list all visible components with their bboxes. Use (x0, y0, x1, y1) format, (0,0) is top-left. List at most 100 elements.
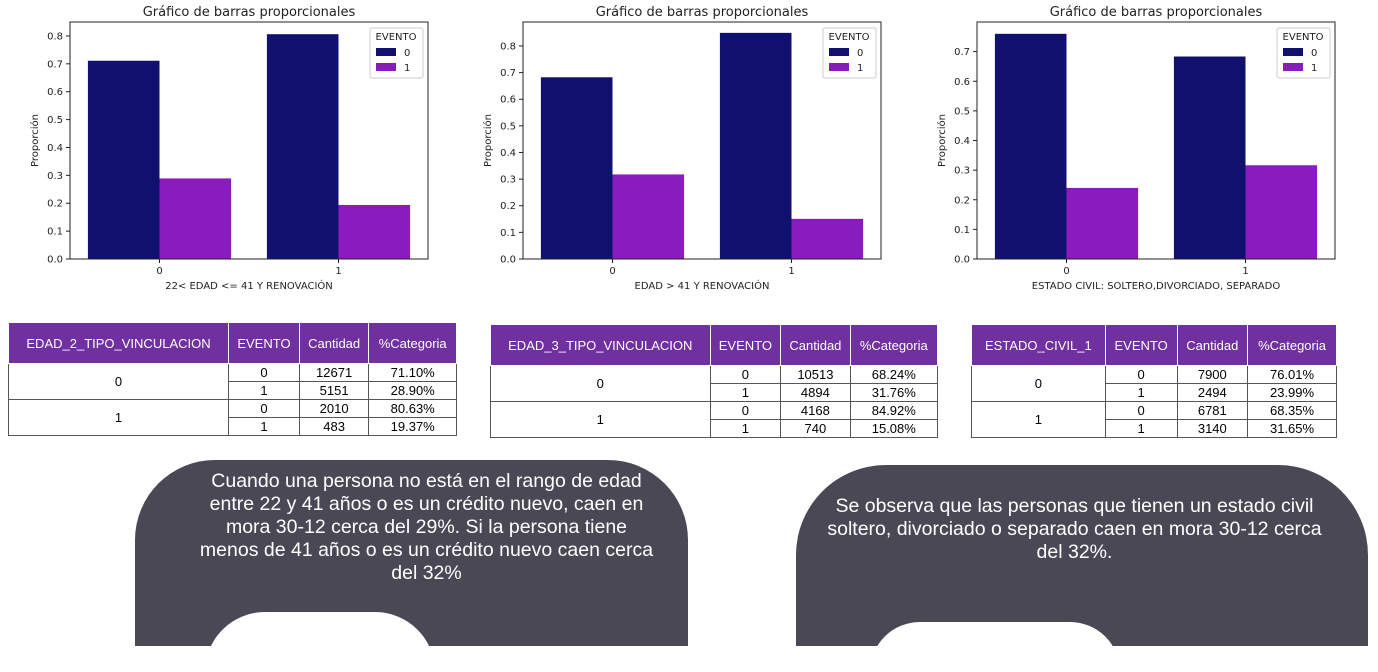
cantidad-cell: 4894 (780, 383, 851, 402)
chart-2-plot-frame (522, 21, 882, 260)
table-header-cell: ESTADO_CIVIL_1 (971, 324, 1106, 366)
cantidad-cell: 2010 (298, 399, 370, 418)
chart-1-x-tick-0: 0 (156, 266, 162, 277)
cantidad-cell: 12671 (298, 363, 370, 382)
table-header-cell: Cantidad (780, 324, 851, 366)
chart-1-y-tick-0.4: 0.4 (47, 143, 63, 154)
group-label-cell: 0 (971, 365, 1106, 402)
chart-1-legend-title: EVENTO (376, 32, 417, 43)
bubble-left-text: Cuando una persona no está en el rango d… (199, 470, 654, 584)
chart-2-legend-swatch-0 (829, 48, 849, 56)
chart-3-legend-label-1: 1 (1311, 63, 1317, 74)
chart-2-y-tick-0.8: 0.8 (500, 41, 516, 52)
table-row: 1 0 2010 80.63% (7, 399, 457, 436)
chart-1-legend-label-0: 0 (404, 48, 410, 59)
chart-1-bar-cat0-evento0 (87, 60, 160, 259)
chart-1-y-tick-0.8: 0.8 (47, 31, 63, 42)
chart-3-y-tick-0.6: 0.6 (954, 77, 970, 88)
cantidad-cell: 10513 (780, 365, 851, 384)
chart-3-legend-title: EVENTO (1283, 32, 1324, 43)
chart-1-y-tick-0.6: 0.6 (47, 87, 63, 98)
bubble-right-text: Se observa que las personas que tienen u… (827, 495, 1322, 563)
evento-cell: 1 (1104, 419, 1178, 438)
percent-cell: 68.35% (1247, 401, 1337, 420)
evento-cell: 0 (1104, 365, 1178, 384)
chart-2-x-tick-1: 1 (788, 266, 794, 277)
chart-3-svg: Gráfico de barras proporcionales 0 1 0.0 0.1… (936, 5, 1336, 292)
cantidad-cell: 6781 (1176, 401, 1249, 420)
chart-3-legend-swatch-1 (1283, 63, 1303, 71)
chart-3-x-axis-label: ESTADO CIVIL: SOLTERO,DIVORCIADO, SEPARA… (1032, 281, 1281, 292)
table-header-row: EDAD_3_TIPO_VINCULACION EVENTO Cantidad %Ca… (490, 324, 939, 366)
table-row: 1 740 15.08% (491, 419, 939, 438)
group-label-cell: 1 (490, 401, 711, 438)
table-1: EDAD_2_TIPO_VINCULACION EVENTO Cantidad %Ca… (7, 322, 457, 436)
evento-cell: 1 (709, 419, 782, 438)
chart-2-legend-label-1: 1 (857, 63, 863, 74)
chart-1-plot-frame (69, 21, 429, 260)
chart-3: Gráfico de barras proporcionales 0 1 0.0 0.1… (932, 0, 1362, 300)
chart-3-bar-cat0-evento1 (1066, 187, 1139, 259)
table-3: ESTADO_CIVIL_1 EVENTO Cantidad %Categoria 0 0… (971, 324, 1337, 438)
group-label-cell: 1 (7, 399, 230, 436)
chart-3-y-tick-0.2: 0.2 (954, 195, 970, 206)
chart-3-legend-swatch-0 (1283, 48, 1303, 56)
table-header-cell: EDAD_3_TIPO_VINCULACION (490, 324, 711, 366)
cantidad-cell: 2494 (1176, 383, 1249, 402)
chart-2-y-tick-0.1: 0.1 (500, 228, 516, 239)
table-row: 0 0 10513 68.24% (490, 365, 939, 402)
table-header-row: ESTADO_CIVIL_1 EVENTO Cantidad %Categoria (971, 324, 1337, 366)
percent-cell: 76.01% (1247, 365, 1337, 384)
bubble-right-notch (870, 622, 1120, 672)
table-2: EDAD_3_TIPO_VINCULACION EVENTO Cantidad %Ca… (490, 324, 939, 438)
chart-3-y-tick-0.3: 0.3 (954, 166, 970, 177)
chart-1-y-tick-0.3: 0.3 (47, 171, 63, 182)
chart-3-x-tick-1: 1 (1242, 266, 1248, 277)
cantidad-cell: 5151 (298, 381, 370, 400)
chart-2-y-tick-0.4: 0.4 (500, 148, 516, 159)
chart-2-y-tick-0.2: 0.2 (500, 201, 516, 212)
table-header-cell: EVENTO (228, 322, 300, 364)
chart-2-x-tick-0: 0 (609, 266, 615, 277)
chart-1-legend-swatch-1 (376, 63, 396, 71)
table-header-cell: EVENTO (709, 324, 782, 366)
table-header-cell: %Categoria (849, 324, 939, 366)
cantidad-cell: 483 (298, 417, 370, 436)
cantidad-cell: 3140 (1176, 419, 1249, 438)
evento-cell: 0 (228, 363, 300, 382)
table-row: 1 0 6781 68.35% (971, 401, 1337, 438)
table-header-cell: Cantidad (1176, 324, 1249, 366)
chart-1-y-tick-0.5: 0.5 (47, 115, 63, 126)
chart-2-title: Gráfico de barras proporcionales (596, 5, 809, 20)
chart-2-y-tick-0.5: 0.5 (500, 121, 516, 132)
chart-2: Gráfico de barras proporcionales 0 1 0.0 0.1… (478, 0, 908, 300)
evento-cell: 1 (709, 383, 782, 402)
chart-3-x-tick-0: 0 (1063, 266, 1069, 277)
chart-2-bar-cat0-evento1 (612, 174, 685, 259)
chart-3-bar-cat1-evento0 (1173, 56, 1246, 260)
chart-3-y-axis-label: Proporción (936, 114, 948, 167)
table-row: 0 0 7900 76.01% (971, 365, 1337, 402)
percent-cell: 31.76% (849, 383, 939, 402)
chart-3-bar-cat0-evento0 (994, 33, 1067, 259)
chart-3-title: Gráfico de barras proporcionales (1050, 5, 1263, 20)
cantidad-cell: 7900 (1176, 365, 1249, 384)
chart-2-y-tick-0.3: 0.3 (500, 175, 516, 186)
chart-2-x-axis-label: EDAD > 41 Y RENOVACIÓN (635, 279, 770, 292)
speech-bubble-left: Cuando una persona no está en el rango d… (135, 460, 688, 646)
chart-3-y-tick-0.5: 0.5 (954, 106, 970, 117)
chart-1-y-axis-label: Proporción (29, 114, 41, 167)
chart-2-legend-label-0: 0 (857, 48, 863, 59)
table-row: 0 0 12671 71.10% (7, 363, 457, 400)
table-row: 1 0 4168 84.92% (490, 401, 939, 438)
chart-1-bar-cat0-evento1 (159, 178, 232, 259)
table-header-cell: %Categoria (1247, 324, 1337, 366)
chart-1: Gráfico de barras proporcionales 0 1 0.0 0.1… (25, 0, 455, 300)
chart-2-svg: Gráfico de barras proporcionales 0 1 0.0 0.1… (482, 5, 882, 292)
percent-cell: 71.10% (368, 363, 457, 382)
table-header-cell: EVENTO (1104, 324, 1178, 366)
group-label-cell: 1 (971, 401, 1106, 438)
percent-cell: 80.63% (368, 399, 457, 418)
chart-1-svg: Gráfico de barras proporcionales 0 1 0.0 0.1… (29, 5, 429, 292)
chart-2-bar-cat1-evento1 (791, 218, 864, 259)
